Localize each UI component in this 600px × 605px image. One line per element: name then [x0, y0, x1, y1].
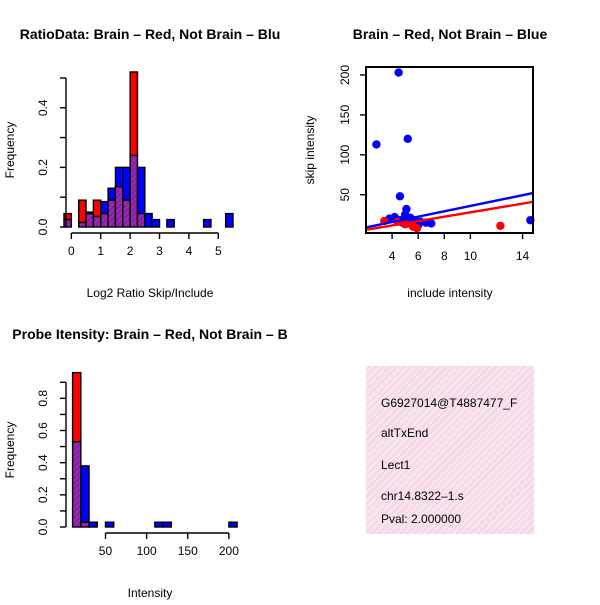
scatter-y-tick-label: 100 — [338, 144, 352, 164]
scatter-point-blue — [372, 140, 381, 149]
ratio-histogram-y-tick-label: 0.0 — [36, 218, 50, 235]
ratio-histogram-bar — [136, 166, 146, 215]
ratio-histogram-overlap-bar — [85, 212, 95, 228]
ratio-histogram-bar — [151, 218, 161, 228]
intensity-histogram-bar — [71, 371, 82, 443]
intensity-histogram-bar — [228, 521, 238, 528]
ratio-histogram-x-tick-label: 3 — [156, 244, 163, 258]
scatter-point-blue — [394, 68, 403, 77]
intensity-histogram-bar — [104, 521, 115, 528]
intensity-histogram-y-tick-label: 0.0 — [36, 518, 50, 535]
ratio-histogram-bar — [92, 199, 102, 218]
scatter-x-tick-label: 10 — [464, 249, 478, 263]
intensity-histogram-bars — [71, 371, 238, 528]
ratio-histogram-x-tick-label: 4 — [186, 244, 193, 258]
intensity-histogram-bar — [154, 521, 164, 528]
scatter-x-tick-label: 14 — [516, 249, 530, 263]
info-location: chr14.8322–1.s — [381, 489, 464, 503]
ratio-histogram-bar — [144, 212, 153, 228]
scatter-point-red — [496, 221, 505, 231]
ratio-histogram-x-tick-label: 1 — [97, 244, 104, 258]
ratio-histogram-overlap-bar — [77, 221, 87, 228]
scatter-xlabel: include intensity — [407, 286, 492, 300]
info-gene: Lect1 — [381, 458, 411, 472]
ratio-histogram-bar — [114, 166, 124, 188]
scatter-fit-line-blue — [365, 191, 534, 229]
scatter-x-tick-label: 4 — [389, 249, 396, 263]
ratio-histogram-overlap-bar — [122, 199, 131, 228]
ratio-histogram-overlap-bar — [136, 212, 146, 228]
info-box — [366, 366, 534, 534]
scatter-y-tick-label: 200 — [338, 65, 352, 85]
ratio-histogram-xlabel: Log2 Ratio Skip/Include — [87, 286, 214, 300]
scatter-point-blue — [403, 134, 412, 144]
ratio-histogram-overlap-bar — [114, 186, 124, 228]
scatter-y-tick-label: 150 — [338, 105, 352, 125]
info-pval: Pval: 2.000000 — [381, 512, 461, 526]
intensity-histogram-overlap-bar — [71, 441, 82, 528]
ratio-histogram-ylabel: Frequency — [3, 122, 17, 179]
info-transcript-id: G6927014@T4887477_F — [381, 396, 517, 410]
scatter-frame — [365, 66, 534, 234]
ratio-histogram-title: RatioData: Brain – Red, Not Brain – Blu — [20, 26, 281, 42]
ratio-histogram-axes: 0 1 2 3 4 5 0.0 0.2 0.4 — [36, 77, 222, 258]
info-event-type: altTxEnd — [381, 426, 428, 440]
ratio-histogram-bar — [129, 71, 139, 157]
scatter-ylabel: skip intensity — [303, 116, 317, 185]
intensity-histogram-overlap-bar — [80, 521, 90, 528]
intensity-histogram-x-tick-label: 150 — [178, 544, 198, 558]
intensity-histogram-bar — [88, 521, 98, 528]
ratio-histogram-y-tick-label: 0.2 — [36, 159, 50, 176]
intensity-histogram-y-tick-label: 0.2 — [36, 486, 50, 503]
intensity-histogram-axes: 50 100 150 200 0.0 0.2 0.4 0.6 0.8 — [36, 381, 239, 558]
ratio-histogram-x-tick-label: 0 — [68, 244, 75, 258]
intensity-histogram-y-tick-label: 0.8 — [36, 390, 50, 407]
scatter-panel: Brain – Red, Not Brain – Blue 4 6 8 10 14 50 1… — [303, 26, 547, 300]
scatter-x-tick-label: 6 — [415, 249, 422, 263]
scatter-plot: 4 6 8 10 14 50 100 150 200 — [338, 65, 535, 263]
scatter-point-blue — [427, 219, 436, 228]
ratio-histogram-bar — [100, 200, 109, 215]
intensity-histogram-ylabel: Frequency — [3, 422, 17, 479]
scatter-point-red — [412, 224, 422, 233]
scatter-fit-line-red — [365, 200, 534, 231]
scatter-point-blue — [395, 192, 405, 201]
intensity-histogram-x-tick-label: 100 — [137, 544, 157, 558]
ratio-histogram-bar — [107, 187, 117, 201]
ratio-histogram-bar — [122, 166, 131, 201]
intensity-histogram-y-tick-label: 0.4 — [36, 454, 50, 471]
ratio-histogram-bar — [166, 218, 175, 228]
scatter-title: Brain – Red, Not Brain – Blue — [353, 26, 548, 42]
ratio-histogram-x-tick-label: 2 — [127, 244, 134, 258]
ratio-histogram-overlap-bar — [100, 212, 109, 228]
intensity-histogram-x-tick-label: 50 — [99, 544, 113, 558]
ratio-histogram-overlap-bar — [92, 215, 102, 228]
scatter-y-tick-label: 50 — [338, 188, 352, 202]
ratio-histogram-bar — [224, 212, 234, 228]
intensity-histogram-bar — [80, 465, 90, 523]
info-panel: G6927014@T4887477_F altTxEnd Lect1 chr14… — [366, 366, 534, 534]
intensity-histogram-xlabel: Intensity — [128, 586, 173, 600]
intensity-histogram-x-tick-label: 200 — [219, 544, 239, 558]
intensity-histogram-panel: Probe Itensity: Brain – Red, Not Brain –… — [3, 326, 288, 600]
ratio-histogram-overlap-bar — [63, 218, 73, 228]
ratio-histogram-bar — [77, 199, 87, 224]
intensity-histogram-y-tick-label: 0.6 — [36, 422, 50, 439]
ratio-histogram-bars — [63, 71, 234, 228]
scatter-x-tick-label: 8 — [441, 249, 448, 263]
ratio-histogram-bar — [63, 212, 73, 221]
ratio-histogram-overlap-bar — [107, 199, 117, 228]
intensity-histogram-bar — [162, 521, 173, 528]
ratio-histogram-y-tick-label: 0.4 — [36, 99, 50, 116]
ratio-histogram-overlap-bar — [129, 154, 139, 228]
ratio-histogram-panel: RatioData: Brain – Red, Not Brain – Blu … — [3, 26, 280, 300]
ratio-histogram-bar — [202, 218, 212, 228]
ratio-histogram-x-tick-label: 5 — [215, 244, 222, 258]
intensity-histogram-title: Probe Itensity: Brain – Red, Not Brain –… — [12, 326, 287, 342]
